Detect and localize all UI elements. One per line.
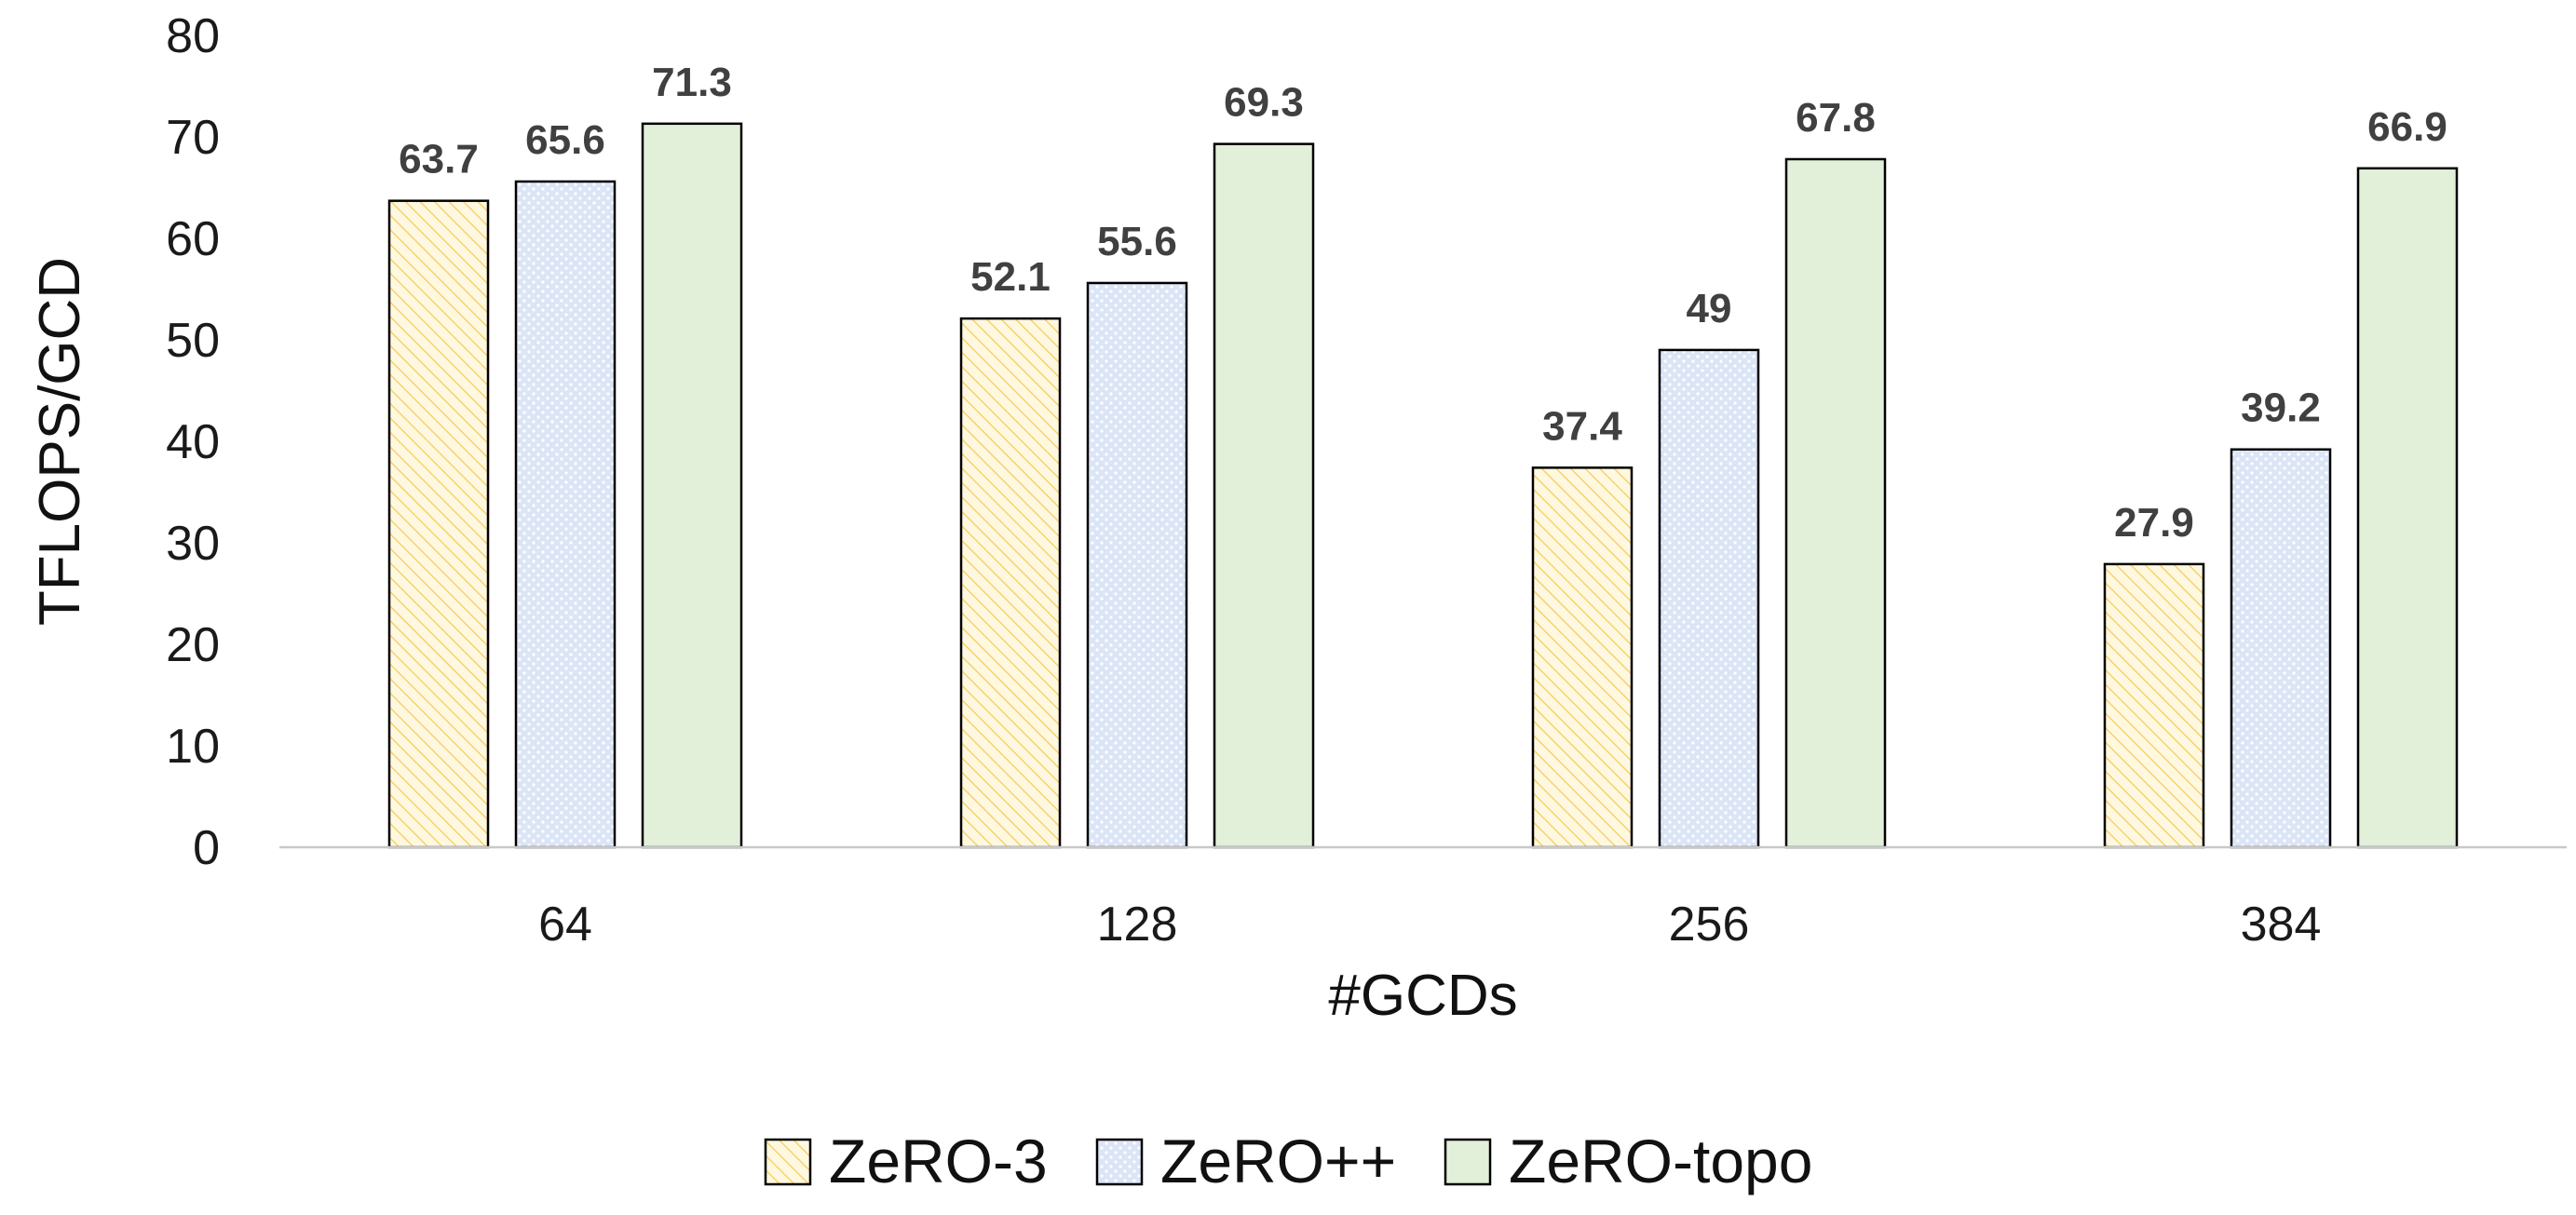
legend-label: ZeRO-topo [1509, 1127, 1812, 1195]
legend-label: ZeRO++ [1160, 1127, 1396, 1195]
y-tick-label: 20 [166, 618, 220, 672]
bar-zero--256 [1658, 348, 1760, 849]
y-tick-label: 0 [193, 821, 220, 875]
x-tick-label: 64 [538, 898, 592, 952]
bar-zero-3-384 [2103, 562, 2205, 849]
bar-zero-topo-64 [641, 122, 743, 849]
bar-zero--64 [514, 180, 617, 849]
bar-series [387, 122, 2459, 849]
y-tick-label: 30 [166, 517, 220, 571]
bar-zero-3-128 [959, 317, 1062, 849]
bar-zero-3-256 [1531, 466, 1634, 849]
x-tick-label: 256 [1669, 898, 1750, 952]
legend-swatch-zero-3 [764, 1138, 812, 1186]
legend-label: ZeRO-3 [829, 1127, 1048, 1195]
data-label: 65.6 [525, 117, 605, 163]
y-axis-ticks: 0 10 20 30 40 50 60 70 80 [166, 9, 220, 875]
bar-zero-topo-256 [1784, 157, 1887, 849]
legend-swatch-zero- [1095, 1138, 1144, 1186]
x-tick-label: 384 [2241, 898, 2322, 952]
data-label: 66.9 [2367, 104, 2447, 150]
y-tick-label: 70 [166, 111, 220, 165]
data-label: 52.1 [970, 254, 1051, 300]
bar-zero-topo-384 [2356, 167, 2459, 849]
legend: ZeRO-3 ZeRO++ ZeRO-topo [764, 1127, 1812, 1195]
y-tick-label: 40 [166, 415, 220, 469]
data-label: 69.3 [1224, 80, 1304, 126]
data-label: 55.6 [1097, 219, 1177, 264]
y-tick-label: 10 [166, 720, 220, 774]
bar-zero-3-64 [387, 199, 490, 849]
data-label: 49 [1687, 286, 1732, 331]
x-tick-label: 128 [1097, 898, 1178, 952]
bar-zero--384 [2230, 448, 2332, 849]
bar-zero--128 [1086, 281, 1188, 849]
data-label: 39.2 [2241, 385, 2321, 431]
y-tick-label: 60 [166, 212, 220, 266]
legend-swatch-zero-topo [1444, 1138, 1492, 1186]
data-label: 37.4 [1542, 403, 1622, 449]
data-label: 27.9 [2114, 500, 2194, 546]
y-tick-label: 80 [166, 9, 220, 63]
data-labels: 63.7 65.6 71.3 52.1 55.6 69.3 37.4 49 67.8 27.9 39… [399, 60, 2447, 546]
y-tick-label: 50 [166, 314, 220, 368]
data-label: 63.7 [399, 137, 479, 182]
x-axis-ticks: 64 128 256 384 [538, 898, 2321, 952]
data-label: 71.3 [652, 60, 732, 105]
bar-zero-topo-128 [1213, 142, 1315, 849]
x-axis-title: #GCDs [1328, 964, 1517, 1028]
data-label: 67.8 [1796, 95, 1876, 141]
y-axis-title: TFLOPS/GCD [28, 257, 92, 626]
